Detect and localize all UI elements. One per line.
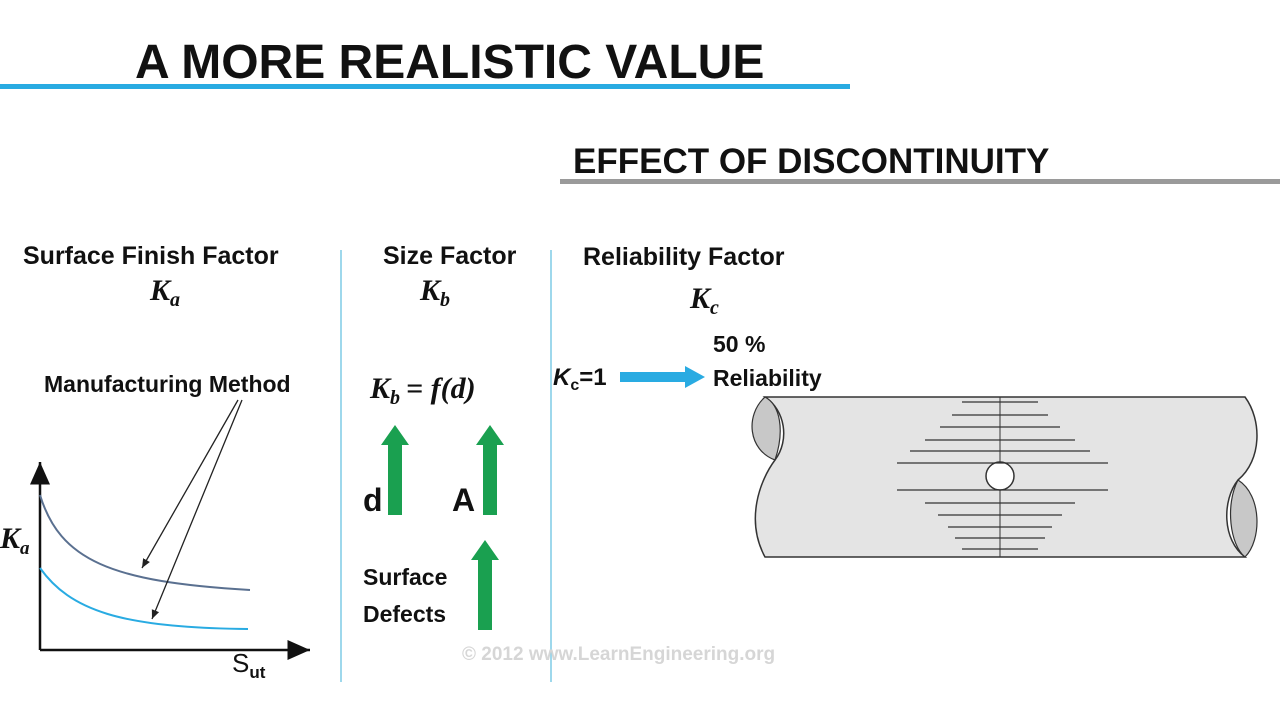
- heading: Size Factor: [383, 242, 517, 270]
- symbol: Kb: [419, 274, 450, 311]
- up-arrow: [476, 425, 504, 515]
- condition: Kc=1: [553, 364, 607, 394]
- up-arrow: [381, 425, 409, 515]
- y-label: Ka: [0, 522, 30, 559]
- result: 50 %: [713, 331, 765, 357]
- slide-title: A MORE REALISTIC VALUE: [135, 36, 764, 89]
- curve: [39, 567, 249, 630]
- up-arrow: [471, 540, 499, 630]
- pointer: [141, 399, 239, 569]
- curve: [39, 494, 251, 591]
- watermark: © 2012 www.LearnEngineering.org: [462, 644, 775, 665]
- heading: Reliability Factor: [583, 243, 785, 271]
- annotation: Manufacturing Method: [44, 371, 291, 397]
- pipe: [751, 396, 1258, 558]
- arrow-label: A: [452, 482, 475, 518]
- arrow-label: d: [363, 482, 383, 518]
- heading: Surface Finish Factor: [23, 242, 279, 270]
- result: Reliability: [713, 365, 822, 391]
- equation: Kb = f(d): [369, 372, 476, 409]
- x-label: Sut: [232, 648, 266, 682]
- effect: Defects: [363, 601, 446, 627]
- subtitle: EFFECT OF DISCONTINUITY: [573, 142, 1049, 181]
- arrow: [620, 366, 705, 388]
- effect: Surface: [363, 564, 447, 590]
- symbol: Kc: [689, 282, 719, 319]
- symbol: Ka: [149, 274, 180, 311]
- pointer: [151, 399, 243, 620]
- title-underline: [0, 84, 850, 89]
- subtitle-underline: [560, 179, 1280, 184]
